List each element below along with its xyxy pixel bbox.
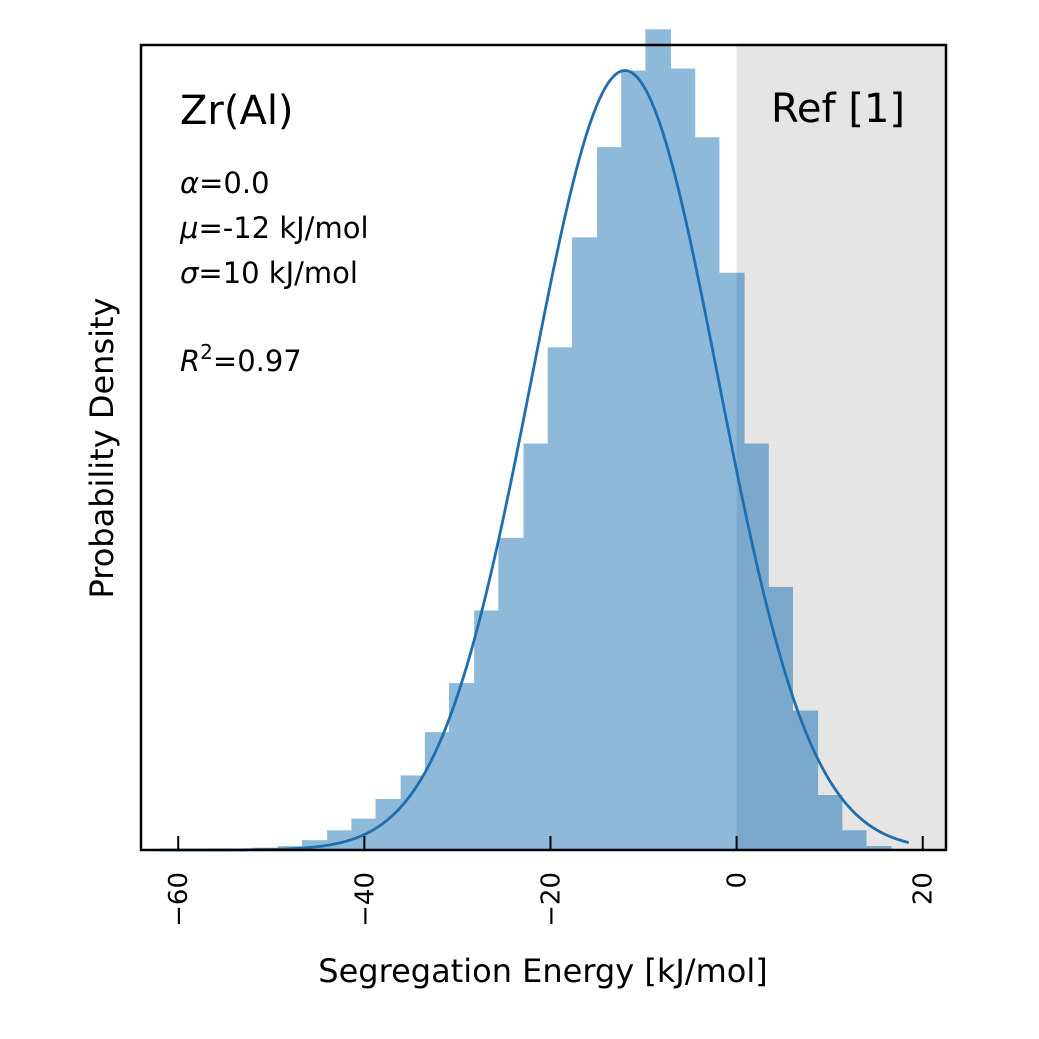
mu-value: =-12 kJ/mol [198,211,368,245]
chart-annotation-title: Zr(Al) [180,88,294,134]
r2-symbol: R [180,344,200,378]
histogram-bar-overlap [744,443,769,850]
sigma-value: =10 kJ/mol [198,256,358,290]
histogram-bar [547,347,573,850]
sigma-annotation: σ=10 kJ/mol [180,256,358,290]
histogram-bar-overlap [817,795,843,850]
mu-annotation: μ=-12 kJ/mol [179,211,369,245]
x-tick-label: −60 [164,872,194,927]
histogram-bar [621,70,646,850]
sigma-symbol: σ [180,256,200,290]
x-tick-label: 0 [723,872,753,889]
histogram-bar [400,775,426,850]
histogram-bar [694,137,720,850]
histogram-bar [498,537,524,850]
x-axis-ticks: −60 −40 −20 0 20 [164,836,939,927]
histogram-bar [571,237,598,851]
histogram-bar [523,443,549,850]
histogram-bar-overlap [736,272,745,850]
histogram-bar [645,29,672,851]
x-tick-label: −40 [350,872,380,927]
y-axis-label: Probability Density [83,298,121,599]
histogram-bar [424,732,450,850]
x-tick-label: −20 [536,872,566,927]
alpha-value: =0.0 [199,166,269,200]
alpha-annotation: α=0.0 [180,166,270,200]
histogram-bar [474,610,499,850]
histogram-bar [302,840,328,850]
histogram-bar-overlap [841,830,867,850]
histogram-bar-overlap [865,846,892,850]
x-axis-label: Segregation Energy [kJ/mol] [318,952,767,990]
reference-region-label: Ref [1] [771,86,905,132]
histogram-bar [597,147,622,851]
x-tick-label: 20 [909,872,939,905]
mu-symbol: μ [179,211,198,245]
plot-frame [139,43,948,852]
r2-value: =0.97 [213,344,302,378]
histogram-bar [670,68,696,850]
alpha-symbol: α [180,166,199,200]
r2-superscript: 2 [200,340,213,364]
r-squared-annotation: R2=0.97 [180,340,302,378]
